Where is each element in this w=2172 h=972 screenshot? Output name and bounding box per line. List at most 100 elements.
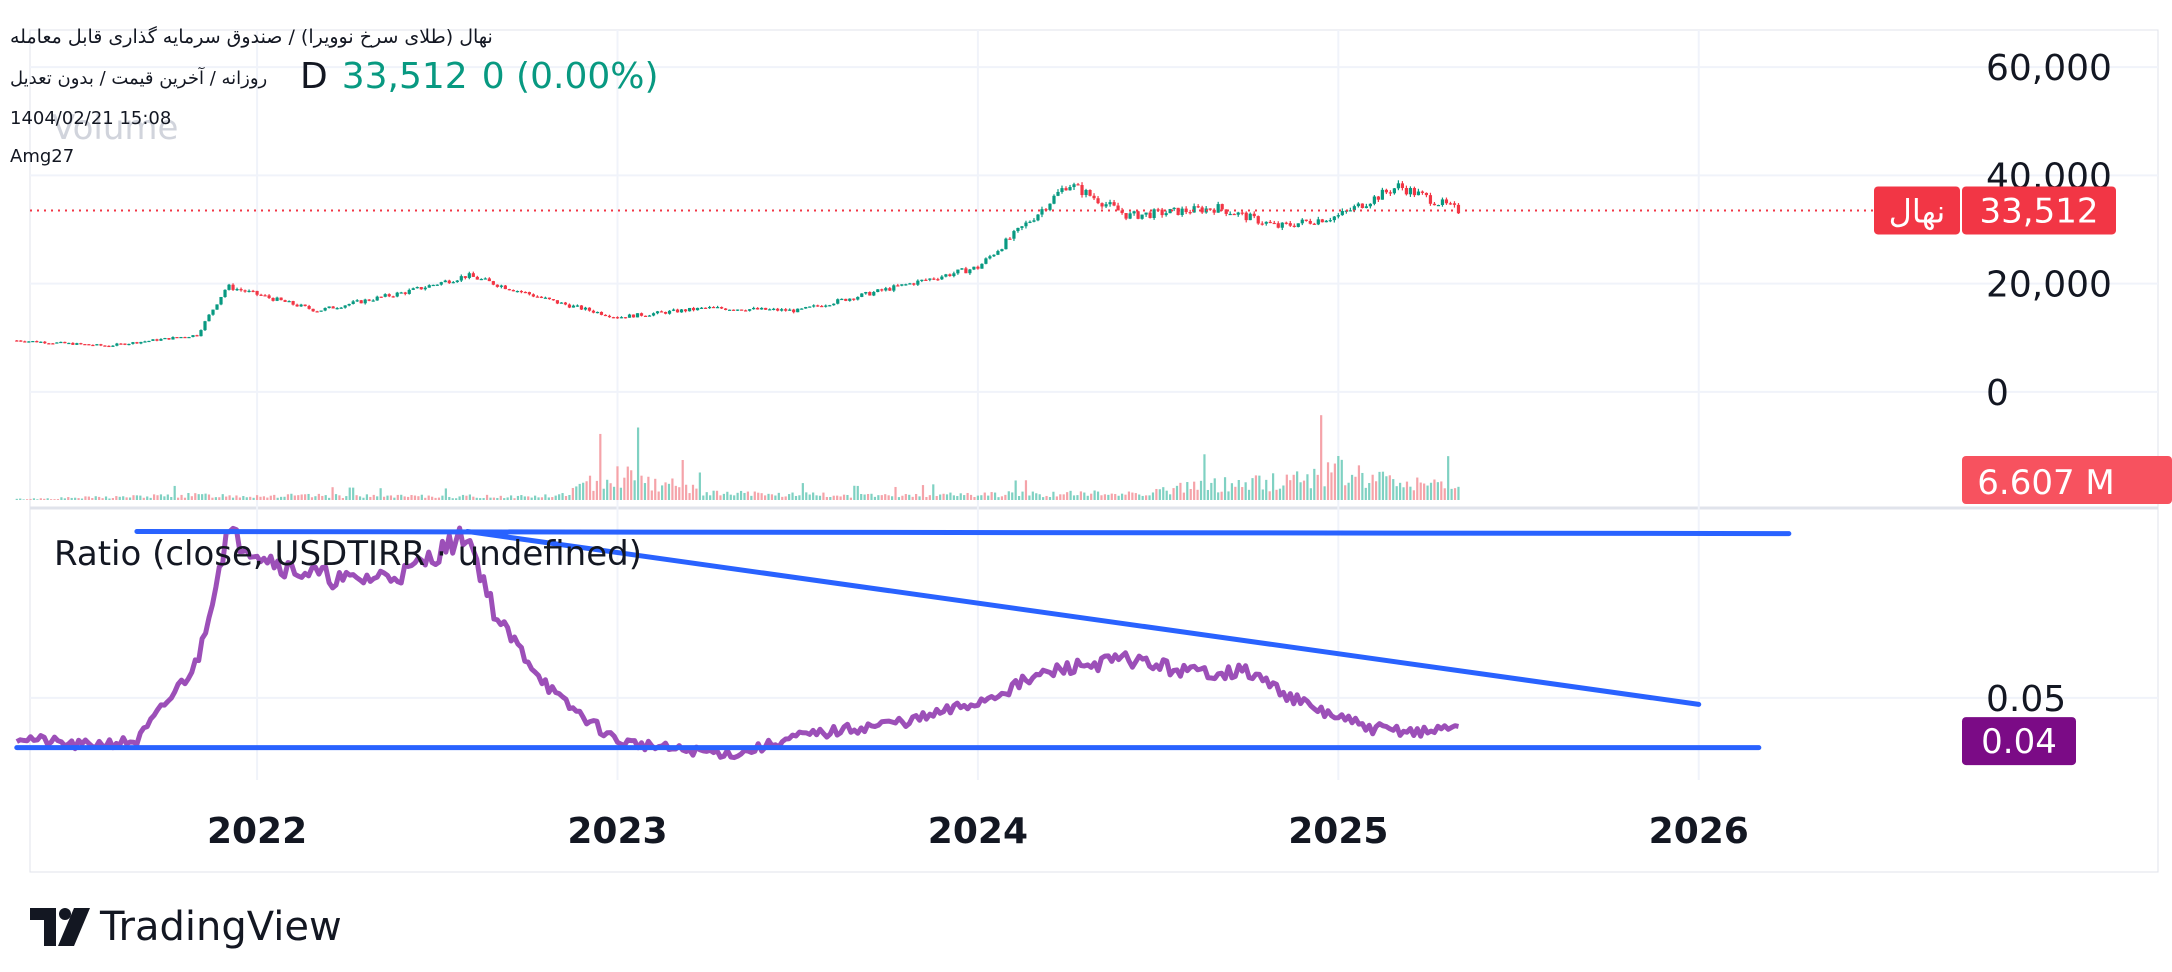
price-candle bbox=[908, 283, 912, 285]
volume-bar bbox=[798, 495, 801, 500]
symbol-short: D bbox=[300, 56, 328, 97]
volume-bar bbox=[279, 496, 283, 500]
volume-bar bbox=[228, 495, 231, 500]
volume-bar bbox=[307, 493, 310, 500]
price-candle bbox=[1016, 227, 1020, 232]
price-candle bbox=[1292, 225, 1296, 227]
price-candle bbox=[1456, 204, 1461, 214]
price-tag-label: 33,512 bbox=[1980, 191, 2099, 231]
price-candle bbox=[1124, 213, 1128, 219]
volume-bar bbox=[149, 497, 152, 500]
price-candle bbox=[1368, 203, 1372, 207]
price-candle bbox=[1280, 222, 1284, 228]
price-candle bbox=[575, 305, 580, 307]
price-candle bbox=[820, 305, 824, 308]
price-candle bbox=[691, 307, 696, 311]
volume-bar bbox=[1086, 495, 1089, 500]
price-candle bbox=[675, 309, 680, 313]
price-candle bbox=[355, 300, 359, 302]
price-candle bbox=[1436, 205, 1441, 207]
price-candle bbox=[407, 289, 411, 294]
volume-bar bbox=[736, 492, 739, 500]
price-candle bbox=[1000, 249, 1004, 252]
volume-bar bbox=[410, 494, 413, 500]
volume-bar bbox=[990, 492, 993, 500]
volume-bar bbox=[231, 497, 235, 500]
price-candle bbox=[507, 289, 511, 291]
volume-bar bbox=[815, 495, 818, 500]
price-candle bbox=[808, 306, 812, 308]
volume-bar bbox=[1052, 491, 1055, 500]
volume-bar bbox=[963, 495, 966, 500]
volume-bar bbox=[664, 482, 667, 500]
volume-bar bbox=[705, 492, 708, 500]
price-candle bbox=[339, 307, 343, 309]
volume-bar bbox=[32, 498, 36, 500]
volume-bar bbox=[674, 485, 677, 500]
volume-bar bbox=[753, 491, 756, 500]
price-candle bbox=[912, 283, 916, 285]
volume-bar bbox=[516, 495, 520, 500]
price-candle bbox=[115, 343, 119, 346]
volume-bar bbox=[489, 497, 492, 500]
volume-bar bbox=[715, 490, 719, 500]
price-candle bbox=[71, 342, 75, 345]
price-candle bbox=[503, 285, 507, 290]
price-candle bbox=[447, 280, 451, 284]
price-candle bbox=[267, 295, 271, 298]
price-candle bbox=[872, 291, 876, 296]
volume-bar bbox=[640, 475, 643, 500]
volume-bar bbox=[592, 490, 595, 500]
price-candle bbox=[475, 276, 479, 280]
price-candle bbox=[752, 307, 756, 310]
price-candle bbox=[1448, 203, 1453, 205]
price-candle bbox=[391, 296, 395, 298]
volume-bar bbox=[1388, 475, 1391, 500]
price-candle bbox=[371, 300, 375, 302]
volume-bar bbox=[685, 484, 688, 500]
volume-bar bbox=[1045, 495, 1048, 500]
volume-bar bbox=[417, 496, 420, 500]
price-candle bbox=[828, 305, 832, 307]
price-candle bbox=[892, 285, 896, 291]
price-candle bbox=[956, 269, 960, 274]
volume-bar bbox=[290, 493, 293, 500]
volume-bar bbox=[534, 495, 537, 500]
price-candle bbox=[615, 317, 620, 319]
price-candle bbox=[303, 304, 307, 307]
volume-bar bbox=[599, 433, 602, 500]
volume-bar bbox=[424, 497, 427, 500]
volume-bar bbox=[293, 495, 296, 500]
volume-bar bbox=[1368, 483, 1371, 500]
price-candle bbox=[1108, 202, 1112, 205]
price-candle bbox=[135, 342, 139, 344]
volume-bar bbox=[1450, 488, 1453, 500]
price-candle bbox=[980, 263, 984, 269]
price-candle bbox=[1376, 196, 1380, 200]
price-candle bbox=[387, 294, 391, 297]
price-candle bbox=[347, 303, 351, 306]
volume-bar bbox=[352, 487, 355, 500]
price-candle bbox=[143, 341, 147, 343]
volume-bar bbox=[1203, 454, 1206, 500]
volume-bar bbox=[259, 496, 262, 500]
ratio-tag-label: 0.04 bbox=[1981, 722, 2057, 762]
volume-bar bbox=[159, 494, 163, 500]
volume-bar bbox=[1429, 482, 1433, 500]
volume-bars bbox=[15, 415, 1460, 500]
volume-bar bbox=[1004, 494, 1007, 500]
volume-bar bbox=[1416, 477, 1419, 500]
volume-bar bbox=[249, 496, 252, 500]
price-candle bbox=[139, 341, 143, 344]
volume-bar bbox=[509, 495, 513, 500]
price-candle bbox=[119, 343, 123, 345]
price-candle bbox=[1320, 219, 1324, 223]
volume-bar bbox=[1357, 465, 1361, 500]
price-candle bbox=[1452, 203, 1457, 205]
volume-bar bbox=[499, 495, 502, 500]
volume-bar bbox=[1350, 474, 1354, 500]
price-candle bbox=[471, 273, 475, 277]
price-candle bbox=[1144, 212, 1148, 215]
volume-bar bbox=[588, 475, 592, 500]
price-candle bbox=[19, 340, 23, 342]
